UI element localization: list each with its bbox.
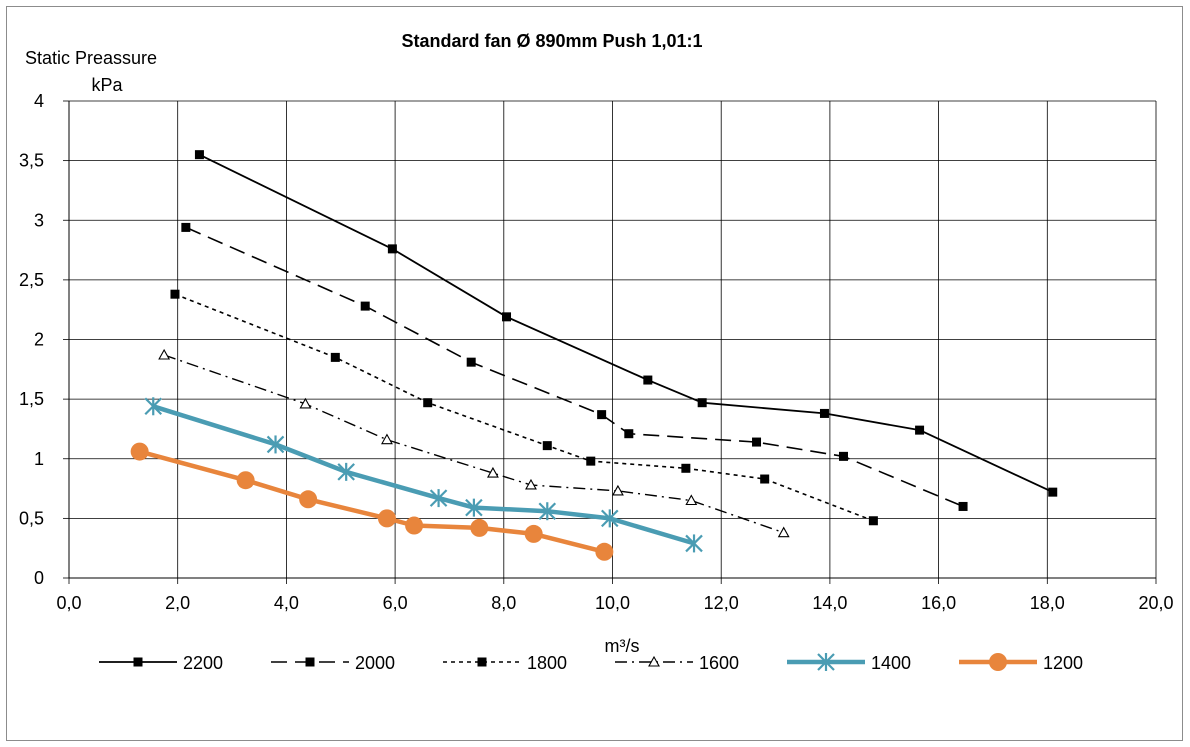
x-tick-label: 20,0 bbox=[1138, 593, 1173, 613]
data-point-2000 bbox=[752, 437, 762, 447]
data-point-1200 bbox=[524, 524, 543, 543]
legend: 2200 2000 1800 1600 1400 1200 bbox=[99, 653, 1083, 673]
data-point-2000 bbox=[838, 451, 848, 461]
x-tick-label: 0,0 bbox=[56, 593, 81, 613]
y-axis-label-line2: kPa bbox=[91, 75, 123, 95]
data-point-1400 bbox=[601, 509, 619, 528]
data-point-2200 bbox=[819, 408, 829, 418]
series-line-2000 bbox=[185, 226, 964, 508]
legend-marker-2000 bbox=[305, 657, 315, 667]
y-tick-label: 3,5 bbox=[19, 151, 44, 171]
legend-marker-1200 bbox=[989, 653, 1007, 671]
y-axis-label-line1: Static Preassure bbox=[25, 48, 157, 68]
x-tick-label: 18,0 bbox=[1030, 593, 1065, 613]
data-point-1200 bbox=[299, 490, 318, 509]
data-point-1200 bbox=[377, 509, 396, 528]
data-point-1800 bbox=[330, 352, 340, 362]
data-point-1200 bbox=[236, 471, 255, 490]
data-point-2200 bbox=[1048, 487, 1058, 497]
data-point-2200 bbox=[643, 375, 653, 385]
data-point-1200 bbox=[130, 442, 149, 461]
data-point-1800 bbox=[170, 289, 180, 299]
series-line-1800 bbox=[174, 293, 874, 522]
x-tick-label: 6,0 bbox=[383, 593, 408, 613]
data-point-1200 bbox=[470, 518, 489, 537]
data-point-1400 bbox=[429, 489, 448, 508]
y-tick-label: 4 bbox=[34, 91, 44, 111]
data-point-1400 bbox=[538, 502, 557, 521]
data-point-2200 bbox=[502, 312, 512, 322]
y-tick-label: 1 bbox=[34, 449, 44, 469]
series-layer bbox=[130, 150, 1058, 561]
data-point-2000 bbox=[360, 301, 370, 311]
y-tick-label: 3 bbox=[34, 210, 44, 230]
data-point-1200 bbox=[405, 516, 424, 535]
y-tick-label: 1,5 bbox=[19, 389, 44, 409]
legend-marker-1800 bbox=[477, 657, 487, 667]
x-axis-label: m³/s bbox=[605, 636, 640, 656]
data-point-1400 bbox=[144, 397, 163, 416]
data-point-2000 bbox=[466, 357, 476, 367]
data-point-1800 bbox=[760, 474, 770, 484]
legend-label-2000: 2000 bbox=[355, 653, 395, 673]
legend-label-1400: 1400 bbox=[871, 653, 911, 673]
data-point-1600 bbox=[612, 484, 624, 496]
grid-lines bbox=[68, 100, 1157, 579]
data-point-1600 bbox=[777, 526, 790, 538]
legend-label-2200: 2200 bbox=[183, 653, 223, 673]
data-point-1600 bbox=[381, 433, 393, 445]
data-point-1400 bbox=[465, 498, 483, 517]
legend-marker-1400 bbox=[817, 653, 835, 671]
legend-label-1600: 1600 bbox=[699, 653, 739, 673]
data-point-1800 bbox=[586, 456, 596, 466]
data-point-2000 bbox=[181, 222, 191, 232]
chart-title: Standard fan Ø 890mm Push 1,01:1 bbox=[401, 31, 702, 51]
x-tick-label: 14,0 bbox=[812, 593, 847, 613]
x-tick-label: 10,0 bbox=[595, 593, 630, 613]
series-line-1600 bbox=[163, 354, 784, 534]
x-tick-label: 8,0 bbox=[491, 593, 516, 613]
legend-label-1200: 1200 bbox=[1043, 653, 1083, 673]
legend-marker-2200 bbox=[133, 657, 143, 667]
data-point-1400 bbox=[266, 435, 285, 454]
data-point-2200 bbox=[387, 244, 397, 254]
data-point-1800 bbox=[423, 398, 433, 408]
data-point-1400 bbox=[685, 534, 703, 553]
data-point-2000 bbox=[958, 501, 968, 511]
data-point-1600 bbox=[158, 348, 171, 360]
tick-labels: 0,0 2,0 4,0 6,0 8,0 10,0 12,0 14,0 16,0 18,0 20,0 0… bbox=[19, 91, 1174, 613]
data-point-2200 bbox=[697, 398, 707, 408]
series-line-1200 bbox=[139, 449, 605, 554]
data-point-1800 bbox=[681, 463, 691, 473]
data-point-1600 bbox=[486, 466, 499, 478]
data-point-2200 bbox=[194, 150, 204, 160]
data-point-1800 bbox=[542, 441, 552, 451]
legend-label-1800: 1800 bbox=[527, 653, 567, 673]
data-point-1200 bbox=[595, 542, 614, 561]
y-tick-label: 0,5 bbox=[19, 508, 44, 528]
chart-frame bbox=[6, 6, 1183, 741]
legend-marker-1600 bbox=[648, 655, 660, 667]
x-tick-label: 2,0 bbox=[165, 593, 190, 613]
data-point-1600 bbox=[299, 397, 312, 409]
data-point-1800 bbox=[868, 516, 878, 526]
series-line-1400 bbox=[152, 404, 695, 546]
data-point-1600 bbox=[685, 494, 698, 506]
data-point-2000 bbox=[597, 410, 607, 420]
y-tick-label: 2 bbox=[34, 330, 44, 350]
x-tick-label: 4,0 bbox=[274, 593, 299, 613]
data-point-1600 bbox=[525, 478, 537, 490]
x-tick-label: 16,0 bbox=[921, 593, 956, 613]
data-point-2000 bbox=[624, 429, 634, 439]
axes bbox=[63, 100, 1157, 584]
data-point-1400 bbox=[337, 462, 355, 481]
data-point-2200 bbox=[915, 425, 925, 435]
y-tick-label: 0 bbox=[34, 568, 44, 588]
x-tick-label: 12,0 bbox=[704, 593, 739, 613]
y-tick-label: 2,5 bbox=[19, 270, 44, 290]
series-line-2200 bbox=[199, 153, 1054, 493]
